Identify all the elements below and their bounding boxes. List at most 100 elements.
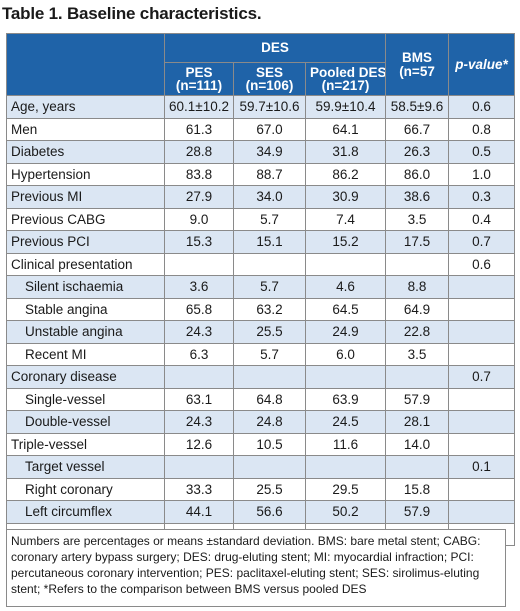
cell-bms <box>385 252 450 276</box>
cell-p: 0.7 <box>448 230 516 254</box>
cell-pes: 27.9 <box>164 185 234 209</box>
row-label: Previous PCI <box>6 230 165 254</box>
header-ses-label: SES <box>255 64 283 80</box>
table-row: Previous MI 27.9 34.0 30.9 38.6 0.3 <box>6 185 516 209</box>
row-label: Stable angina <box>6 297 165 321</box>
table-row: Previous PCI 15.3 15.1 15.2 17.5 0.7 <box>6 230 516 254</box>
cell-pes <box>164 455 234 479</box>
cell-ses: 5.7 <box>233 207 306 231</box>
cell-bms: 15.8 <box>385 477 450 501</box>
table-row: Silent ischaemia 3.6 5.7 4.6 8.8 <box>6 275 516 299</box>
cell-bms: 57.9 <box>385 387 450 411</box>
cell-bms: 22.8 <box>385 320 450 344</box>
cell-pooled: 64.1 <box>304 117 387 141</box>
header-bms-label: BMS <box>402 50 433 65</box>
header-bms: BMS (n=57 <box>385 33 450 96</box>
header-row-1: DES BMS (n=57 p-value* <box>6 33 516 96</box>
cell-pooled: 86.2 <box>304 162 387 186</box>
row-label: Silent ischaemia <box>6 275 165 299</box>
header-pes-label: PES <box>185 64 213 80</box>
header-pooled-label: Pooled DES <box>310 64 386 80</box>
row-label: Single-vessel <box>6 387 165 411</box>
cell-pes: 60.1±10.2 <box>164 95 234 119</box>
cell-ses: 56.6 <box>233 500 306 524</box>
row-label: Triple-vessel <box>6 432 165 456</box>
cell-pooled <box>304 455 387 479</box>
cell-p: 0.4 <box>448 207 516 231</box>
cell-pooled: 4.6 <box>304 275 387 299</box>
cell-ses: 5.7 <box>233 275 306 299</box>
table-row: Left circumflex 44.1 56.6 50.2 57.9 <box>6 500 516 524</box>
cell-pes: 3.6 <box>164 275 234 299</box>
cell-bms <box>385 365 450 389</box>
cell-pes: 65.8 <box>164 297 234 321</box>
header-pes-n: (n=111) <box>175 78 223 93</box>
cell-pes <box>164 252 234 276</box>
cell-pes <box>164 365 234 389</box>
cell-bms: 8.8 <box>385 275 450 299</box>
cell-p <box>448 342 516 366</box>
cell-pooled: 30.9 <box>304 185 387 209</box>
cell-pes: 33.3 <box>164 477 234 501</box>
table-row: Double-vessel 24.3 24.8 24.5 28.1 <box>6 410 516 434</box>
cell-bms: 66.7 <box>385 117 450 141</box>
table-row: Age, years 60.1±10.2 59.7±10.6 59.9±10.4 58.… <box>6 95 516 119</box>
header-pooled-n: (n=217) <box>321 78 370 93</box>
cell-bms: 14.0 <box>385 432 450 456</box>
cell-pes: 63.1 <box>164 387 234 411</box>
cell-pes: 12.6 <box>164 432 234 456</box>
cell-p: 0.5 <box>448 140 516 164</box>
cell-pooled: 24.5 <box>304 410 387 434</box>
cell-p <box>448 477 516 501</box>
cell-ses <box>233 365 306 389</box>
header-des: DES <box>163 33 387 63</box>
cell-bms: 64.9 <box>385 297 450 321</box>
row-label: Unstable angina <box>6 320 165 344</box>
cell-pes: 15.3 <box>164 230 234 254</box>
cell-ses <box>233 252 306 276</box>
cell-p: 0.8 <box>448 117 516 141</box>
cell-pes: 6.3 <box>164 342 234 366</box>
table-title: Table 1. Baseline characteristics. <box>2 4 262 23</box>
cell-ses: 88.7 <box>233 162 306 186</box>
row-label: Left circumflex <box>6 500 165 524</box>
header-bms-n: (n=57 <box>399 63 435 79</box>
cell-bms: 26.3 <box>385 140 450 164</box>
cell-pes: 24.3 <box>164 320 234 344</box>
row-label: Previous MI <box>6 185 165 209</box>
cell-bms: 57.9 <box>385 500 450 524</box>
row-label: Previous CABG <box>6 207 165 231</box>
cell-bms: 86.0 <box>385 162 450 186</box>
cell-pes: 83.8 <box>164 162 234 186</box>
cell-pes: 61.3 <box>164 117 234 141</box>
cell-ses: 63.2 <box>233 297 306 321</box>
cell-pooled: 59.9±10.4 <box>304 95 387 119</box>
cell-pooled: 64.5 <box>304 297 387 321</box>
cell-p <box>448 432 516 456</box>
cell-bms: 3.5 <box>385 342 450 366</box>
cell-p: 1.0 <box>448 162 516 186</box>
table-row: Triple-vessel 12.6 10.5 11.6 14.0 <box>6 432 516 456</box>
cell-bms: 28.1 <box>385 410 450 434</box>
row-label: Right coronary <box>6 477 165 501</box>
cell-ses: 34.9 <box>233 140 306 164</box>
cell-pooled: 50.2 <box>304 500 387 524</box>
header-pvalue-label: p-value* <box>455 56 508 72</box>
row-label: Diabetes <box>6 140 165 164</box>
table-row: Coronary disease 0.7 <box>6 365 516 389</box>
cell-ses: 15.1 <box>233 230 306 254</box>
footnote: Numbers are percentages or means ±standa… <box>6 529 506 607</box>
cell-p: 0.7 <box>448 365 516 389</box>
cell-bms: 17.5 <box>385 230 450 254</box>
header-empty-cell <box>6 33 165 96</box>
table-row: Stable angina 65.8 63.2 64.5 64.9 <box>6 297 516 321</box>
header-ses-n: (n=106) <box>245 78 294 93</box>
row-label: Target vessel <box>6 455 165 479</box>
cell-p <box>448 320 516 344</box>
header-ses: SES (n=106) <box>233 62 306 96</box>
baseline-table: DES BMS (n=57 p-value* PES (n=111) SES (… <box>6 33 516 546</box>
cell-pooled: 7.4 <box>304 207 387 231</box>
cell-p <box>448 410 516 434</box>
cell-ses: 64.8 <box>233 387 306 411</box>
